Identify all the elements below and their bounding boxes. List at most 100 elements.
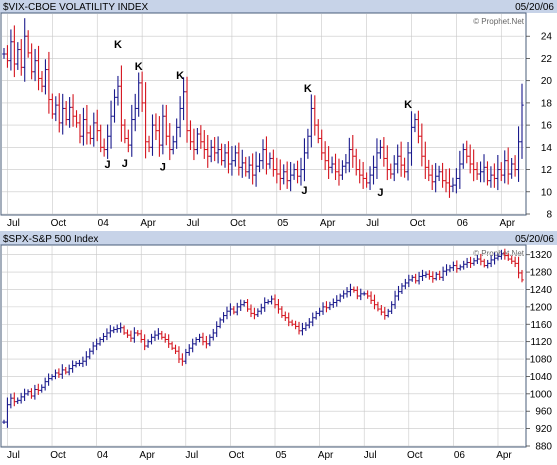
price-bar: [455, 260, 459, 273]
price-bar: [399, 141, 403, 177]
price-bar: [266, 299, 270, 305]
price-bar: [413, 273, 418, 284]
price-bar: [392, 155, 397, 182]
price-bar: [441, 266, 445, 281]
price-bar: [268, 152, 272, 169]
price-bar: [334, 295, 339, 307]
price-bar: [472, 257, 476, 266]
price-bar: [330, 156, 334, 174]
price-bar: [417, 271, 421, 285]
price-bar: [156, 328, 161, 340]
price-bar: [292, 163, 296, 180]
price-bar: [237, 142, 241, 176]
price-bar: [423, 141, 428, 179]
peak-label: K: [176, 70, 184, 82]
x-tick-label: Oct: [410, 218, 426, 229]
price-bar: [243, 156, 248, 177]
x-tick-label: Jul: [185, 450, 198, 461]
x-tick-label: Jul: [364, 450, 377, 461]
price-bar: [321, 302, 325, 315]
price-bar: [496, 154, 500, 191]
price-bar: [5, 45, 10, 68]
price-bar: [313, 95, 317, 136]
price-bar: [344, 154, 348, 174]
price-bar: [36, 45, 41, 91]
price-bar: [358, 288, 363, 301]
spx-plot-frame: [0, 244, 527, 448]
y-tick-label: 1040: [530, 372, 553, 383]
price-bar: [190, 338, 195, 353]
price-bar: [112, 89, 117, 123]
price-bar: [352, 286, 356, 293]
x-tick-label: Apr: [496, 450, 512, 461]
price-bar: [184, 348, 188, 365]
peak-label: K: [304, 83, 312, 95]
price-bar: [393, 290, 397, 309]
price-bar: [297, 321, 301, 335]
price-bar: [194, 337, 198, 346]
price-bar: [485, 259, 490, 269]
price-bar: [235, 302, 240, 316]
price-bar: [430, 164, 435, 191]
price-bar: [280, 306, 284, 318]
price-bar: [85, 104, 89, 145]
price-bar: [386, 308, 391, 318]
price-bar: [218, 317, 222, 329]
price-bar: [426, 159, 431, 182]
price-bar: [133, 93, 138, 132]
price-bar: [33, 48, 37, 82]
price-bar: [119, 65, 124, 142]
price-bar: [212, 137, 217, 162]
price-bar: [81, 356, 85, 368]
x-tick-label: Oct: [407, 450, 423, 461]
price-bar: [12, 392, 17, 407]
price-bar: [513, 256, 517, 268]
price-bar: [485, 161, 490, 186]
price-bar: [149, 333, 154, 345]
price-bar: [160, 330, 164, 340]
price-bar: [492, 163, 497, 188]
price-bar: [323, 141, 327, 171]
price-bar: [256, 308, 260, 318]
price-bar: [489, 166, 493, 188]
y-tick-label: 22: [541, 54, 553, 65]
price-bar: [192, 128, 196, 161]
price-bar: [273, 294, 277, 309]
price-bar: [53, 369, 58, 380]
price-bar: [170, 341, 174, 351]
price-bar: [232, 306, 236, 315]
price-bar: [316, 119, 321, 144]
price-bar: [5, 397, 10, 428]
price-bar: [74, 361, 78, 368]
price-bar: [375, 138, 379, 179]
price-bar: [221, 312, 226, 323]
price-bar: [379, 305, 384, 316]
price-bar: [105, 328, 109, 341]
price-bar: [276, 298, 281, 314]
price-bar: [516, 256, 521, 279]
price-bar: [36, 383, 41, 395]
y-tick-label: 880: [535, 442, 552, 453]
price-bar: [153, 330, 157, 341]
price-bar: [247, 156, 251, 179]
price-bar: [188, 120, 193, 151]
price-bar: [338, 293, 342, 303]
price-bar: [464, 140, 469, 164]
price-bar: [489, 255, 493, 268]
price-bar: [257, 153, 262, 173]
price-bar: [317, 307, 322, 317]
price-bar: [259, 303, 264, 315]
price-bar: [475, 255, 480, 265]
price-bar: [345, 287, 349, 298]
price-bar: [357, 159, 362, 184]
y-tick-label: 1200: [530, 302, 553, 313]
price-bar: [427, 270, 432, 280]
price-bar: [364, 172, 369, 188]
price-bar: [219, 143, 224, 166]
price-bar: [223, 144, 227, 168]
price-bar: [91, 112, 96, 147]
price-bar: [300, 322, 305, 336]
price-bar: [240, 149, 245, 178]
x-tick-label: 05: [275, 450, 287, 461]
